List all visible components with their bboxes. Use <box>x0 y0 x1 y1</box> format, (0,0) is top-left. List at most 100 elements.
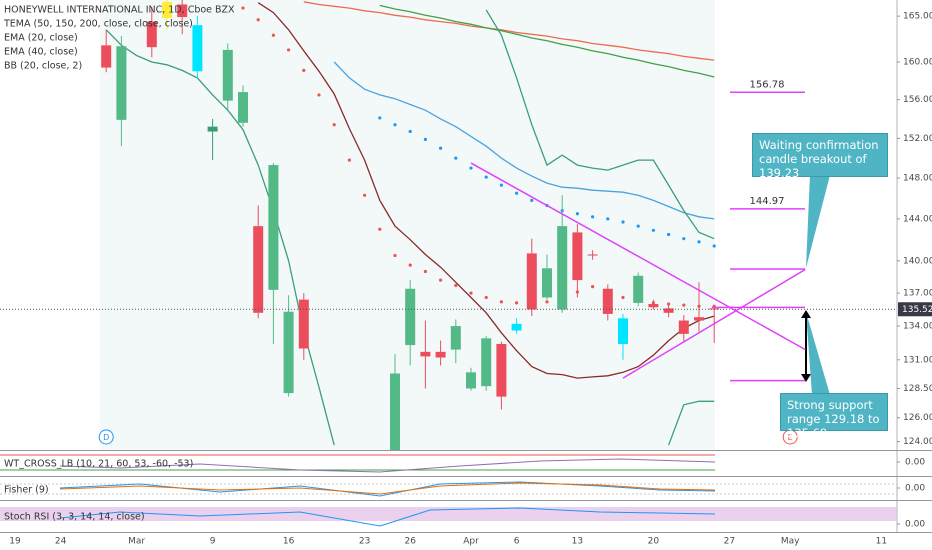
plot-area <box>101 0 720 450</box>
indicator-label: BB (20, close, 2) <box>4 61 82 72</box>
indicator-dot <box>530 198 534 202</box>
indicator-dot <box>378 116 382 120</box>
indicator-dot <box>378 227 382 231</box>
indicator-dot <box>469 291 473 295</box>
candle-body <box>420 351 431 357</box>
candle-body <box>268 165 279 290</box>
candle-body <box>557 226 568 310</box>
band-fill <box>100 0 715 450</box>
y-tick-label: 152.00 <box>903 134 932 144</box>
range-arrow-head <box>801 310 811 318</box>
x-tick-label: 19 <box>9 537 21 547</box>
x-tick-label: Mar <box>128 537 145 547</box>
indicator-dot <box>408 263 412 267</box>
callout: Waiting confirmation candle breakout of … <box>752 133 888 180</box>
indicator-dot <box>423 137 427 141</box>
y-tick-label: 126.00 <box>903 413 932 423</box>
x-tick-label: 20 <box>648 537 660 547</box>
indicator-line <box>257 2 715 379</box>
indicator-dot <box>363 193 367 197</box>
indicator-line <box>333 61 715 220</box>
indicator-dot <box>454 156 458 160</box>
indicator-dot <box>256 18 260 22</box>
indicator-dot <box>499 300 503 304</box>
indicator-dot <box>271 33 275 37</box>
candle-body <box>618 318 628 344</box>
y-tick-label: 156.00 <box>903 95 932 105</box>
x-tick-label: 11 <box>876 537 887 547</box>
indicator-dot <box>682 303 686 307</box>
target-label: 144.97 <box>750 196 785 207</box>
y-tick-label: 124.00 <box>903 437 932 447</box>
y-tick-label: 131.00 <box>903 355 932 365</box>
candle-body <box>177 4 188 18</box>
indicator-dot <box>545 300 549 304</box>
pane-tick-label: 0.00 <box>905 484 925 494</box>
candle-body <box>587 254 598 256</box>
indicator-line <box>485 9 715 240</box>
indicator-dot <box>469 166 473 170</box>
y-tick-label: 137.00 <box>903 289 932 299</box>
y-tick-label: 140.00 <box>903 256 932 266</box>
x-tick-label: Apr <box>463 537 479 547</box>
indicator-dot <box>347 158 351 162</box>
oscillator-line <box>59 458 716 473</box>
indicator-dot <box>408 129 412 134</box>
indicator-dot <box>454 283 458 288</box>
candle-body <box>435 351 446 358</box>
indicator-dot <box>636 224 640 228</box>
candle-body <box>192 25 203 72</box>
indicator-label: TEMA (50, 150, 200, close, close, close) <box>3 19 193 30</box>
x-tick-label: 13 <box>572 537 583 547</box>
candle-body <box>298 299 309 349</box>
y-tick-label: 144.00 <box>903 214 932 224</box>
x-tick-label: 27 <box>724 537 735 547</box>
indicator-dot <box>575 212 580 216</box>
event-marker <box>98 429 114 445</box>
candle-body <box>238 92 248 123</box>
candle-body <box>222 49 233 101</box>
indicator-label: EMA (40, close) <box>4 47 78 58</box>
indicator-line <box>303 1 715 61</box>
candle-body <box>633 275 644 303</box>
trend-line <box>622 268 806 379</box>
x-tick-label: 23 <box>359 537 370 547</box>
candle-body <box>694 317 704 321</box>
indicator-dot <box>591 215 595 219</box>
indicator-line <box>105 29 715 446</box>
candle-body <box>253 226 264 313</box>
candle-body <box>678 320 689 334</box>
indicator-dot <box>515 191 519 195</box>
candle-body <box>572 232 583 281</box>
oscillator-line <box>59 482 716 495</box>
candle-body <box>511 323 522 331</box>
y-tick-label: 134.00 <box>903 322 932 332</box>
indicator-dot <box>393 123 397 127</box>
indicator-dot <box>621 220 625 224</box>
x-tick-label: 9 <box>210 537 216 547</box>
indicator-dot <box>591 284 595 289</box>
indicator-dot <box>317 93 321 97</box>
x-tick-label: 16 <box>283 537 295 547</box>
candle-body <box>526 253 537 310</box>
y-tick-label: 128.50 <box>903 384 932 394</box>
indicator-dot <box>393 253 397 258</box>
candle-body <box>648 304 659 308</box>
candle-body <box>207 126 218 132</box>
x-tick-label: 24 <box>55 537 67 547</box>
candle-body <box>450 326 461 350</box>
range-arrow-head <box>801 374 811 382</box>
candle-body <box>116 46 127 120</box>
x-tick-label: 6 <box>514 537 520 547</box>
indicator-dot <box>439 146 443 150</box>
y-tick-label: 148.00 <box>903 174 932 184</box>
pane-title: Stoch RSI (3, 3, 14, 14, close) <box>4 512 145 523</box>
indicator-dot <box>712 244 716 248</box>
indicator-dot <box>241 6 245 10</box>
indicator-dot <box>682 237 686 241</box>
indicator-dot <box>667 232 671 237</box>
indicator-dot <box>484 295 488 300</box>
stoch-band <box>0 507 897 521</box>
